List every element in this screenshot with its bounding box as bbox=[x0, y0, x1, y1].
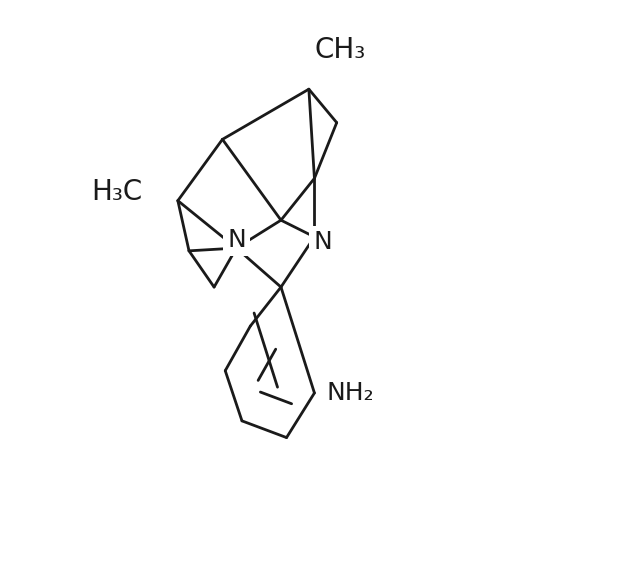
Text: NH₂: NH₂ bbox=[327, 381, 374, 405]
Text: N: N bbox=[314, 230, 332, 254]
Text: H₃C: H₃C bbox=[92, 178, 143, 206]
Text: N: N bbox=[227, 227, 246, 252]
Text: CH₃: CH₃ bbox=[314, 36, 365, 64]
